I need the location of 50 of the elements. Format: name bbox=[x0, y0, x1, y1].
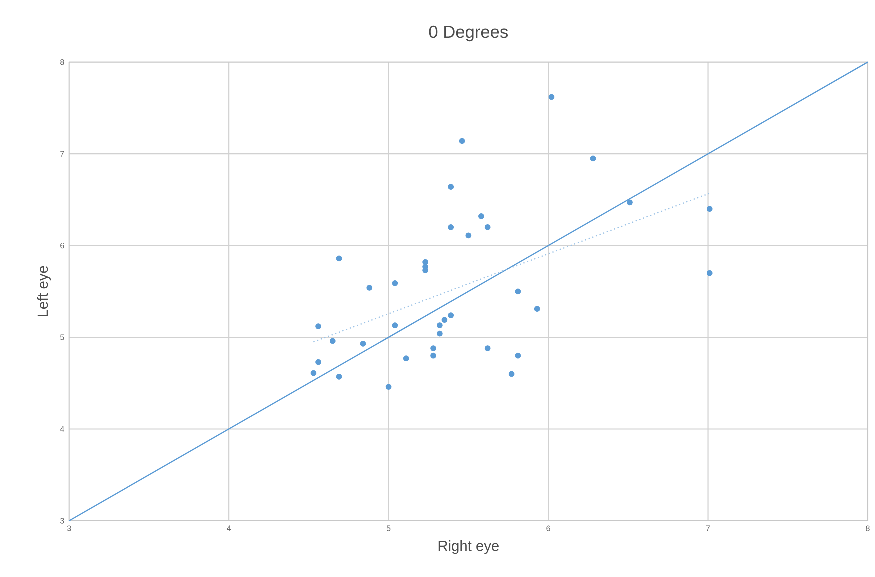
point bbox=[360, 341, 366, 347]
x-tick-label: 3 bbox=[67, 526, 72, 532]
point bbox=[442, 317, 448, 324]
point bbox=[448, 312, 454, 318]
y-axis-title: Left eye bbox=[37, 266, 52, 317]
point bbox=[436, 322, 443, 329]
y-tick-label: 5 bbox=[60, 334, 64, 340]
point bbox=[336, 256, 342, 262]
point bbox=[459, 138, 466, 144]
point bbox=[478, 214, 484, 220]
point bbox=[448, 224, 454, 230]
point bbox=[484, 224, 491, 230]
x-tick-label: 4 bbox=[227, 526, 232, 532]
point bbox=[366, 285, 373, 291]
point bbox=[706, 270, 713, 276]
point bbox=[590, 156, 596, 162]
x-axis-title: Right eye bbox=[438, 540, 499, 554]
x-tick-label: 7 bbox=[706, 526, 710, 532]
point bbox=[508, 371, 515, 378]
point bbox=[515, 288, 522, 295]
point bbox=[430, 346, 436, 352]
point bbox=[310, 370, 317, 376]
point bbox=[392, 322, 398, 329]
point bbox=[548, 94, 555, 100]
x-tick-label: 6 bbox=[546, 526, 550, 532]
y-tick-label: 3 bbox=[60, 518, 64, 524]
point bbox=[336, 374, 342, 380]
point bbox=[484, 346, 491, 352]
point bbox=[386, 384, 392, 390]
point bbox=[403, 356, 410, 362]
y-tick-label: 8 bbox=[60, 60, 64, 66]
chart-title: 0 Degrees bbox=[429, 26, 508, 42]
point bbox=[316, 359, 322, 366]
point bbox=[316, 324, 322, 330]
y-tick-label: 4 bbox=[60, 426, 64, 432]
point bbox=[466, 232, 472, 239]
point bbox=[706, 206, 713, 212]
x-tick-label: 5 bbox=[386, 526, 391, 532]
point bbox=[627, 200, 633, 206]
y-tick-label: 6 bbox=[60, 242, 64, 249]
y-tick-label: 7 bbox=[60, 151, 64, 157]
point bbox=[422, 259, 428, 266]
point bbox=[330, 338, 336, 344]
x-tick-label: 8 bbox=[866, 526, 870, 532]
point bbox=[436, 330, 443, 337]
point bbox=[448, 184, 454, 190]
point bbox=[392, 280, 398, 286]
point bbox=[515, 352, 522, 359]
point bbox=[534, 306, 540, 312]
point bbox=[430, 352, 436, 359]
